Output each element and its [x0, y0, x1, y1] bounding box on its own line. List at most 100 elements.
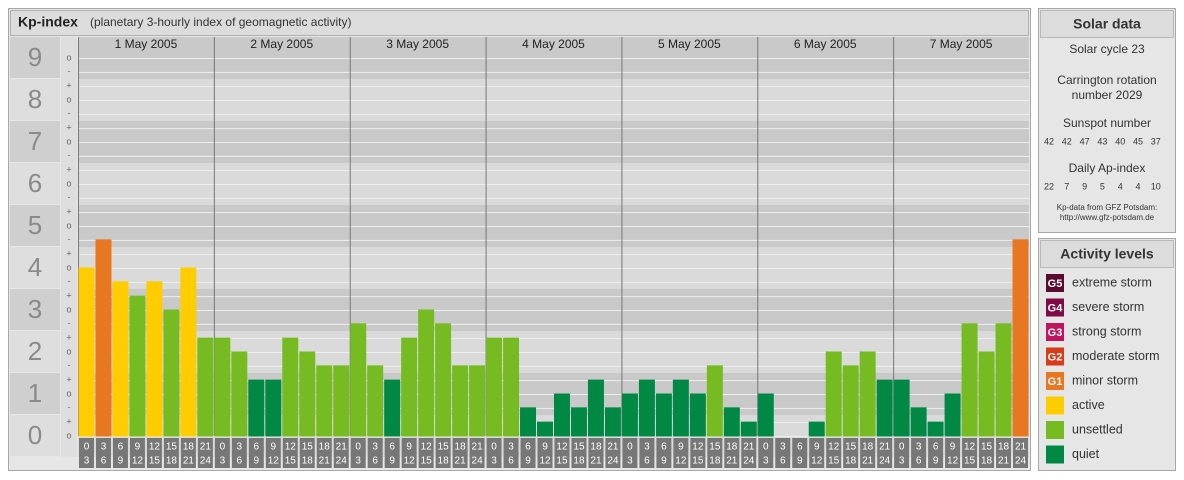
y-minor-label: -: [68, 318, 71, 328]
sunspot-number: 43: [1097, 136, 1107, 146]
bar: [910, 407, 927, 437]
hour-box: [486, 438, 502, 468]
bar: [978, 351, 995, 437]
hour-label: 18: [302, 456, 314, 467]
hour-label: 9: [135, 442, 141, 453]
hour-label: 12: [149, 442, 161, 453]
y-minor-label: -: [68, 192, 71, 202]
hour-label: 21: [1015, 442, 1027, 453]
hour-box: [503, 438, 519, 468]
hour-label: 12: [811, 456, 823, 467]
bar: [876, 379, 893, 437]
bar: [401, 337, 418, 437]
hour-box: [452, 438, 468, 468]
y-minor-label: o: [66, 52, 71, 62]
hour-box: [129, 438, 145, 468]
levels-title: Activity levels: [1060, 246, 1154, 262]
hour-box: [571, 438, 587, 468]
bar: [537, 421, 554, 437]
hour-box: [350, 438, 366, 468]
hour-box: [1013, 438, 1028, 468]
hour-label: 24: [336, 456, 348, 467]
ap-index: 4: [1135, 181, 1140, 191]
hour-label: 12: [947, 456, 959, 467]
sunspot-number: 42: [1044, 136, 1054, 146]
bar: [825, 351, 842, 437]
hour-label: 9: [797, 456, 803, 467]
hour-label: 3: [355, 456, 361, 467]
hour-label: 21: [472, 442, 484, 453]
y-label-cell: [10, 163, 60, 204]
hour-label: 6: [916, 456, 922, 467]
bar: [638, 379, 655, 437]
y-label-cell: [10, 373, 60, 414]
hour-box: [316, 438, 332, 468]
bar: [757, 393, 774, 437]
carrington-line: Carrington rotation: [1057, 73, 1156, 87]
hour-label: 24: [1015, 456, 1027, 467]
y-minor-label: -: [68, 108, 71, 118]
bar: [163, 309, 180, 437]
hour-label: 9: [389, 456, 395, 467]
y-minor-label: +: [66, 207, 71, 217]
chart-subtitle: (planetary 3-hourly index of geomagnetic…: [90, 15, 351, 29]
hour-box: [537, 438, 553, 468]
y-minor-label: o: [66, 94, 71, 104]
hour-label: 18: [455, 442, 467, 453]
hour-box: [333, 438, 349, 468]
hour-box: [809, 438, 825, 468]
hour-label: 6: [797, 442, 803, 453]
hour-label: 9: [118, 456, 124, 467]
hour-box: [248, 438, 264, 468]
y-tick-label: 9: [28, 42, 42, 72]
y-minor-label: +: [66, 417, 71, 427]
hour-label: 3: [84, 456, 90, 467]
y-label-cell: [10, 289, 60, 330]
hour-label: 15: [692, 456, 704, 467]
hour-label: 15: [149, 456, 161, 467]
hour-label: 6: [644, 456, 650, 467]
level-swatch: [1046, 372, 1064, 390]
level-name: minor storm: [1072, 373, 1138, 387]
hour-box: [163, 438, 179, 468]
hour-box: [554, 438, 570, 468]
y-minor-label: -: [68, 276, 71, 286]
level-swatch: [1046, 274, 1064, 292]
bar: [503, 337, 520, 437]
hour-label: 21: [607, 442, 619, 453]
y-label-cell: [10, 331, 60, 372]
hour-label: 24: [607, 456, 619, 467]
bar: [299, 351, 316, 437]
hour-label: 15: [828, 456, 840, 467]
bar: [808, 421, 825, 437]
y-tick-label: 0: [28, 420, 42, 450]
hour-label: 12: [692, 442, 704, 453]
hour-label: 6: [389, 442, 395, 453]
y-label-cell: [10, 415, 60, 456]
level-swatch: [1046, 445, 1064, 464]
y-minor-label: +: [66, 375, 71, 385]
y-tick-label: 8: [28, 84, 42, 114]
hour-label: 12: [421, 442, 433, 453]
y-minor-label: +: [66, 165, 71, 175]
hour-label: 12: [828, 442, 840, 453]
hour-label: 21: [862, 456, 874, 467]
y-minor-label: o: [66, 136, 71, 146]
hour-label: 6: [933, 442, 939, 453]
hour-box: [656, 438, 672, 468]
hour-label: 21: [879, 442, 891, 453]
hour-box: [95, 438, 111, 468]
hour-label: 0: [491, 442, 497, 453]
hour-label: 3: [372, 442, 378, 453]
hour-label: 3: [101, 442, 107, 453]
bar: [587, 379, 604, 437]
y-minor-label: o: [66, 304, 71, 314]
hour-label: 15: [285, 456, 297, 467]
bar: [893, 379, 910, 437]
bar: [554, 393, 570, 437]
ap-index: 10: [1151, 181, 1161, 191]
hour-box: [826, 438, 842, 468]
y-minor-label: +: [66, 333, 71, 343]
hour-label: 3: [899, 456, 905, 467]
hour-label: 18: [183, 442, 195, 453]
